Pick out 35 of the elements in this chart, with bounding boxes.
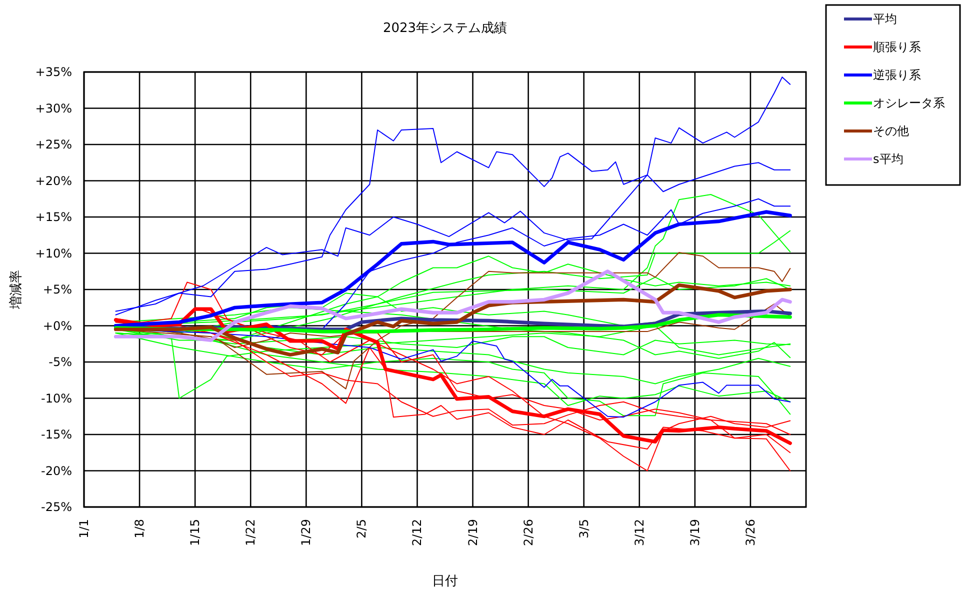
y-tick-label: +5% bbox=[42, 282, 72, 296]
x-tick-label: 3/19 bbox=[688, 519, 702, 546]
x-tick-label: 1/8 bbox=[132, 519, 147, 538]
y-tick-label: +0% bbox=[42, 318, 72, 333]
x-tick-label: 2/26 bbox=[521, 519, 536, 546]
legend-label: その他 bbox=[873, 124, 909, 138]
x-tick-label: 1/1 bbox=[77, 519, 91, 538]
y-axis-title: 増減率 bbox=[8, 270, 24, 310]
x-tick-label: 2/19 bbox=[466, 519, 480, 546]
x-tick-label: 3/26 bbox=[743, 519, 758, 546]
y-tick-label: +15% bbox=[35, 210, 72, 224]
x-tick-label: 3/12 bbox=[632, 519, 646, 546]
legend-label: 平均 bbox=[873, 12, 897, 26]
x-tick-label: 1/29 bbox=[299, 519, 314, 546]
y-tick-label: +10% bbox=[35, 246, 72, 260]
chart-title: 2023年システム成績 bbox=[382, 21, 508, 36]
x-tick-label: 3/5 bbox=[576, 519, 591, 538]
legend-label: s平均 bbox=[873, 152, 904, 166]
legend-label: オシレータ系 bbox=[873, 96, 945, 110]
y-tick-label: -5% bbox=[48, 355, 72, 369]
legend-label: 順張り系 bbox=[873, 40, 921, 54]
y-tick-label: -10% bbox=[40, 391, 72, 406]
x-tick-label: 1/22 bbox=[244, 519, 258, 546]
x-tick-label: 2/12 bbox=[410, 519, 424, 546]
y-tick-label: +30% bbox=[35, 101, 72, 116]
y-tick-label: -20% bbox=[40, 464, 72, 478]
y-tick-label: -15% bbox=[40, 428, 72, 442]
x-tick-label: 2/5 bbox=[354, 519, 369, 538]
legend-label: 逆張り系 bbox=[873, 68, 921, 82]
x-axis-title: 日付 bbox=[432, 574, 458, 589]
y-tick-label: +25% bbox=[35, 138, 72, 152]
y-tick-label: +35% bbox=[35, 65, 72, 79]
x-tick-label: 1/15 bbox=[188, 519, 202, 546]
y-tick-label: +20% bbox=[35, 174, 72, 188]
y-tick-label: -25% bbox=[40, 500, 72, 514]
